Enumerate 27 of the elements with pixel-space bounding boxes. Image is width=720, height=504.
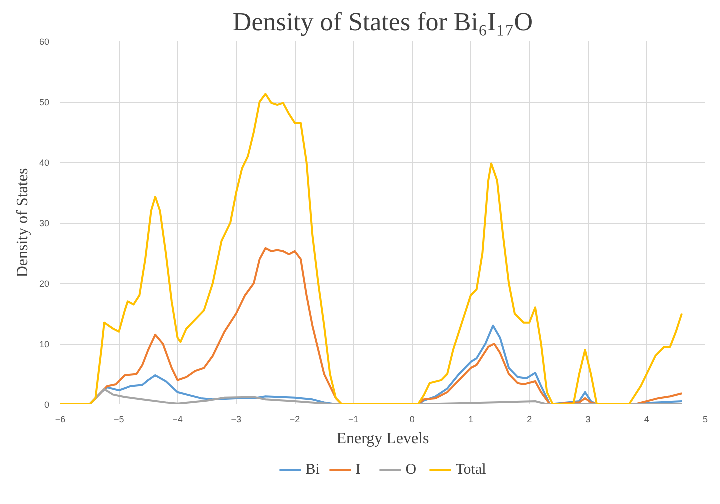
y-tick-label: 60: [39, 37, 50, 47]
y-tick-label: 50: [39, 98, 50, 108]
legend-label: I: [356, 462, 362, 478]
y-tick-label: 40: [39, 158, 50, 168]
x-tick-label: 4: [644, 414, 650, 424]
y-tick-label: 10: [39, 340, 50, 350]
x-tick-label: 5: [702, 414, 708, 424]
x-axis-title: Energy Levels: [336, 430, 430, 448]
x-tick-label: 1: [468, 414, 474, 424]
legend-label: Total: [456, 462, 486, 478]
x-tick-label: −2: [290, 414, 300, 424]
x-tick-label: −3: [231, 414, 242, 424]
x-tick-label: 3: [586, 414, 591, 424]
x-tick-label: −4: [172, 414, 183, 424]
y-tick-label: 0: [44, 400, 50, 410]
y-tick-label: 30: [39, 218, 50, 228]
x-tick-label: −1: [348, 414, 359, 424]
line-series: [60, 93, 684, 404]
chart-title: Density of States for Bi₆I₁₇O: [232, 8, 534, 36]
y-axis-title: Density of States: [14, 168, 32, 278]
y-tick-label: 20: [39, 279, 50, 289]
x-tick-label: 0: [410, 414, 415, 424]
legend-label: O: [406, 462, 418, 478]
x-tick-label: −6: [55, 414, 66, 424]
legend-label: Bi: [306, 462, 321, 478]
x-tick-label: 2: [527, 414, 532, 424]
x-tick-label: −5: [114, 414, 124, 424]
